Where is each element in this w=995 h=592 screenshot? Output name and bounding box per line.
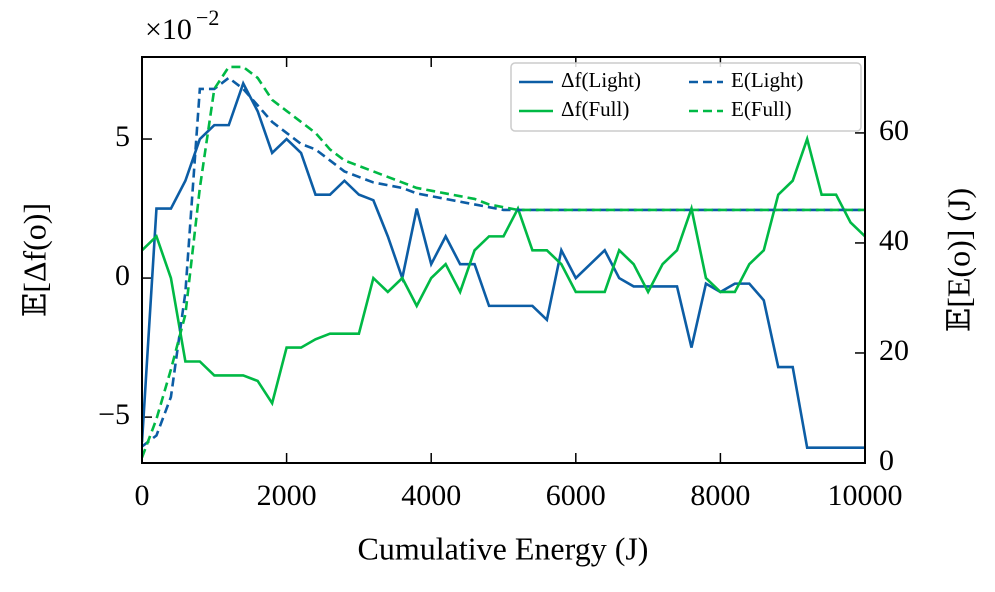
x-tick-label: 2000 (257, 479, 317, 512)
series-line (142, 80, 865, 450)
x-tick-label: 8000 (690, 479, 750, 512)
x-tick-label: 10000 (828, 479, 903, 512)
x-tick-label: 4000 (401, 479, 461, 512)
plot-frame (141, 56, 866, 464)
x-tick-label: 6000 (546, 479, 606, 512)
y-tick-label: −5 (98, 398, 130, 431)
legend-label: Δf(Full) (561, 97, 629, 121)
y-axis-label: 𝔼[Δf(o)] (16, 203, 52, 317)
y2-tick-label: 40 (879, 224, 909, 257)
y2-tick-label: 20 (879, 334, 909, 367)
y-offset-base: ×10 (145, 13, 192, 46)
series-line (142, 76, 865, 448)
y-tick-label: 0 (115, 259, 130, 292)
legend-label: E(Light) (731, 68, 803, 92)
y-offset-exponent: −2 (196, 5, 219, 30)
y2-tick-label: 0 (879, 444, 894, 477)
x-axis-label: Cumulative Energy (J) (358, 530, 649, 566)
legend-label: E(Full) (731, 97, 792, 121)
legend-frame (510, 62, 862, 132)
y-tick-label: 5 (115, 120, 130, 153)
series-line (142, 134, 865, 407)
x-tick-label: 0 (135, 479, 150, 512)
legend-label: Δf(Light) (561, 68, 641, 92)
y2-tick-label: 60 (879, 114, 909, 147)
y2-axis-label: 𝔼[E(o)] (J) (940, 188, 976, 332)
